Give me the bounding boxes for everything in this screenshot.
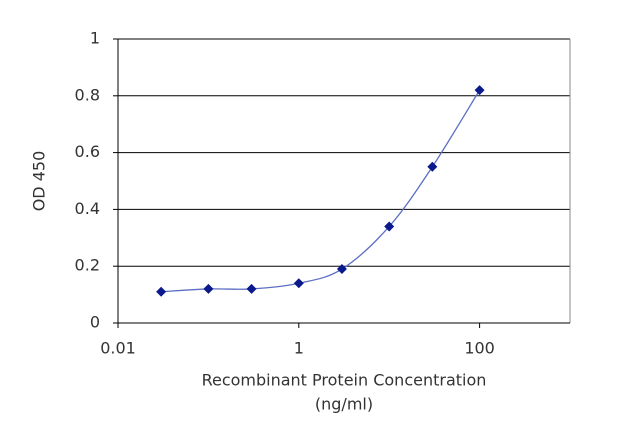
data-point <box>427 161 438 172</box>
y-tick-label: 0.8 <box>75 85 100 104</box>
x-tick-label: 100 <box>464 339 495 358</box>
data-point <box>156 286 167 297</box>
y-tick-label: 0.4 <box>75 199 100 218</box>
data-point <box>203 283 214 294</box>
data-point <box>384 221 395 232</box>
x-tick-label: 0.01 <box>100 339 136 358</box>
x-axis-title: Recombinant Protein Concentration <box>202 371 487 390</box>
x-axis-title: (ng/ml) <box>315 395 373 414</box>
y-tick-label: 1 <box>90 29 100 48</box>
x-tick-label: 1 <box>294 339 304 358</box>
data-point <box>293 278 304 289</box>
y-axis-title: OD 450 <box>30 151 49 212</box>
data-point <box>336 264 347 275</box>
data-point <box>474 85 485 96</box>
y-tick-label: 0.6 <box>75 142 100 161</box>
series-line <box>161 89 481 293</box>
data-point <box>246 283 257 294</box>
y-tick-label: 0.2 <box>75 256 100 275</box>
y-tick-label: 0 <box>90 313 100 332</box>
